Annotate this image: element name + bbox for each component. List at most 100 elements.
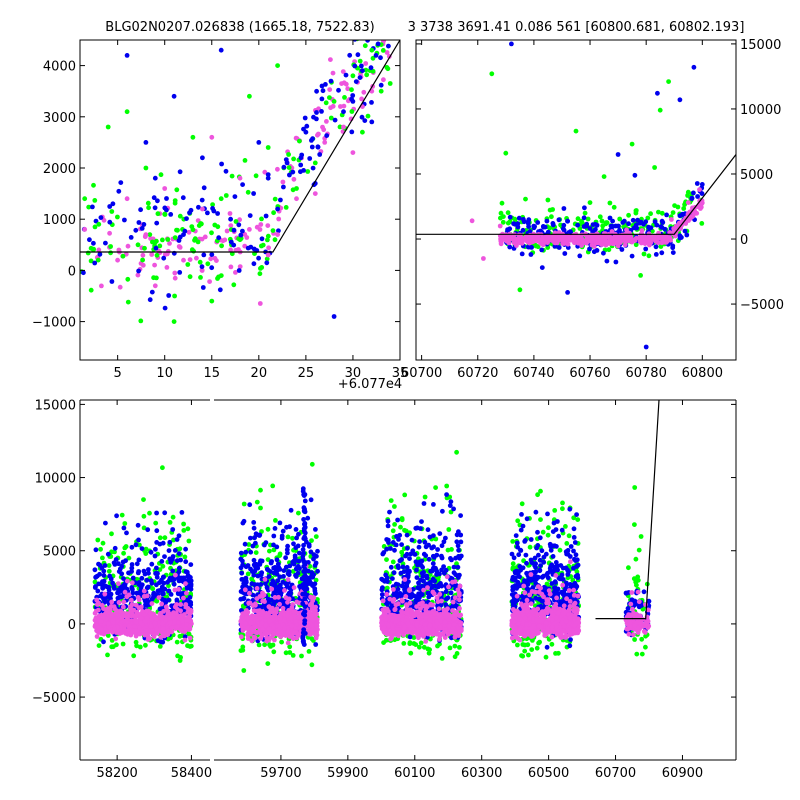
bottom-pink-point xyxy=(122,589,128,595)
top-left-pink-point xyxy=(117,284,123,290)
top-left-green-point xyxy=(283,205,289,210)
top-left-pink-point xyxy=(340,69,346,74)
top-left-blue-point xyxy=(336,87,341,93)
bottom-pink-point xyxy=(143,628,149,634)
bottom-pink-point xyxy=(122,626,127,632)
top-right-blue-point xyxy=(541,224,546,230)
top-right-xtick-label-0: 60700 xyxy=(401,366,442,381)
top-right-blue-point xyxy=(607,215,613,221)
bottom-green-point xyxy=(122,521,128,526)
bottom-blue-point xyxy=(243,549,249,555)
bottom-blue-point xyxy=(129,569,135,574)
bottom-blue-point xyxy=(153,546,158,552)
top-right-blue-point xyxy=(587,246,592,252)
bottom-pink-point xyxy=(277,616,283,621)
top-right-green-point xyxy=(607,200,613,206)
bottom-blue-point xyxy=(274,557,280,563)
bottom-blue-point xyxy=(139,546,145,551)
top-right-green-point xyxy=(517,287,523,293)
top-right-green-point xyxy=(499,200,505,206)
bottom-green-point xyxy=(245,571,251,577)
top-left-blue-point xyxy=(184,216,189,222)
bottom-pink-point xyxy=(313,635,319,641)
bottom-pink-point xyxy=(183,626,189,632)
bottom-green-point xyxy=(285,534,291,540)
top-right-green-point xyxy=(579,220,585,226)
top-left-blue-point xyxy=(350,99,356,104)
bottom-pink-point xyxy=(183,581,188,586)
top-left-pink-point xyxy=(361,89,367,95)
bottom-blue-point xyxy=(161,574,167,580)
top-left-pink-point xyxy=(82,227,88,232)
top-left-blue-point xyxy=(256,140,262,145)
bottom-blue-point xyxy=(425,527,431,533)
top-left-blue-point xyxy=(199,197,205,203)
bottom-pink-point xyxy=(272,595,278,600)
bottom-blue-point xyxy=(134,561,140,567)
top-right-green-point xyxy=(666,79,671,84)
bottom-pink-point xyxy=(276,623,282,629)
top-left-blue-point xyxy=(236,222,242,228)
bottom-blue-point xyxy=(243,564,249,570)
top-left-blue-point xyxy=(298,162,304,168)
bottom-blue-point xyxy=(243,583,249,589)
bottom-blue-point xyxy=(391,570,397,576)
bottom-blue-point xyxy=(154,565,159,571)
bottom-blue-point xyxy=(183,559,189,565)
top-right-blue-point xyxy=(643,246,649,252)
top-left-blue-point xyxy=(151,195,157,201)
top-left-pink-point xyxy=(227,211,233,216)
top-left-green-point xyxy=(305,169,311,174)
top-left-blue-point xyxy=(171,93,177,99)
top-left-green-point xyxy=(92,224,98,230)
top-left-blue-point xyxy=(373,53,379,58)
bottom-blue-point xyxy=(240,558,245,564)
bottom-blue-point xyxy=(293,527,299,532)
top-left-blue-point xyxy=(109,279,115,284)
top-left-blue-point xyxy=(355,52,361,58)
bottom-green-point xyxy=(384,585,390,591)
top-right-blue-point xyxy=(535,220,541,225)
top-left-pink-point xyxy=(228,247,234,253)
top-right-pink-point xyxy=(577,234,583,240)
bottom-pink-point xyxy=(176,620,181,625)
top-left-pink-point xyxy=(152,262,158,268)
top-left-blue-point xyxy=(281,184,286,190)
top-left-pink-point xyxy=(254,224,260,230)
bottom-blue-point xyxy=(380,585,385,591)
top-left-green-point xyxy=(380,48,386,53)
bottom-blue-point xyxy=(419,592,425,597)
top-left-blue-point xyxy=(375,41,381,47)
bottom-blue-point xyxy=(439,555,445,561)
top-left-blue-point xyxy=(205,210,210,216)
bottom-green-point xyxy=(454,449,459,455)
bottom-green-point xyxy=(143,642,148,648)
bottom-green-point xyxy=(170,514,176,520)
top-left-green-point xyxy=(218,196,224,202)
bottom-pink-point xyxy=(178,627,184,633)
bottom-blue-point xyxy=(404,565,410,570)
bottom-green-point xyxy=(254,499,260,505)
top-right-blue-point xyxy=(581,224,587,229)
bottom-pink-point xyxy=(247,590,252,596)
top-left-pink-point xyxy=(135,272,141,278)
bottom-pink-point xyxy=(147,630,153,635)
top-left-green-point xyxy=(312,160,318,166)
top-left-green-point xyxy=(383,30,388,35)
top-left-blue-point xyxy=(201,252,207,258)
bottom-pink-point xyxy=(94,616,100,622)
bottom-pink-point xyxy=(116,600,122,605)
bottom-green-point xyxy=(309,538,314,543)
bottom-blue-point xyxy=(115,590,120,596)
top-left-green-point xyxy=(135,242,141,248)
bottom-pink-point xyxy=(138,615,144,621)
top-left-green-point xyxy=(242,158,248,163)
bottom-blue-point xyxy=(408,593,414,599)
top-left-blue-point xyxy=(209,265,215,271)
bottom-blue-point xyxy=(388,564,394,570)
top-left-blue-point xyxy=(256,255,261,261)
bottom-blue-point xyxy=(313,642,319,647)
bottom-pink-point xyxy=(254,630,260,636)
bottom-green-point xyxy=(182,554,188,560)
bottom-pink-point xyxy=(163,617,169,623)
